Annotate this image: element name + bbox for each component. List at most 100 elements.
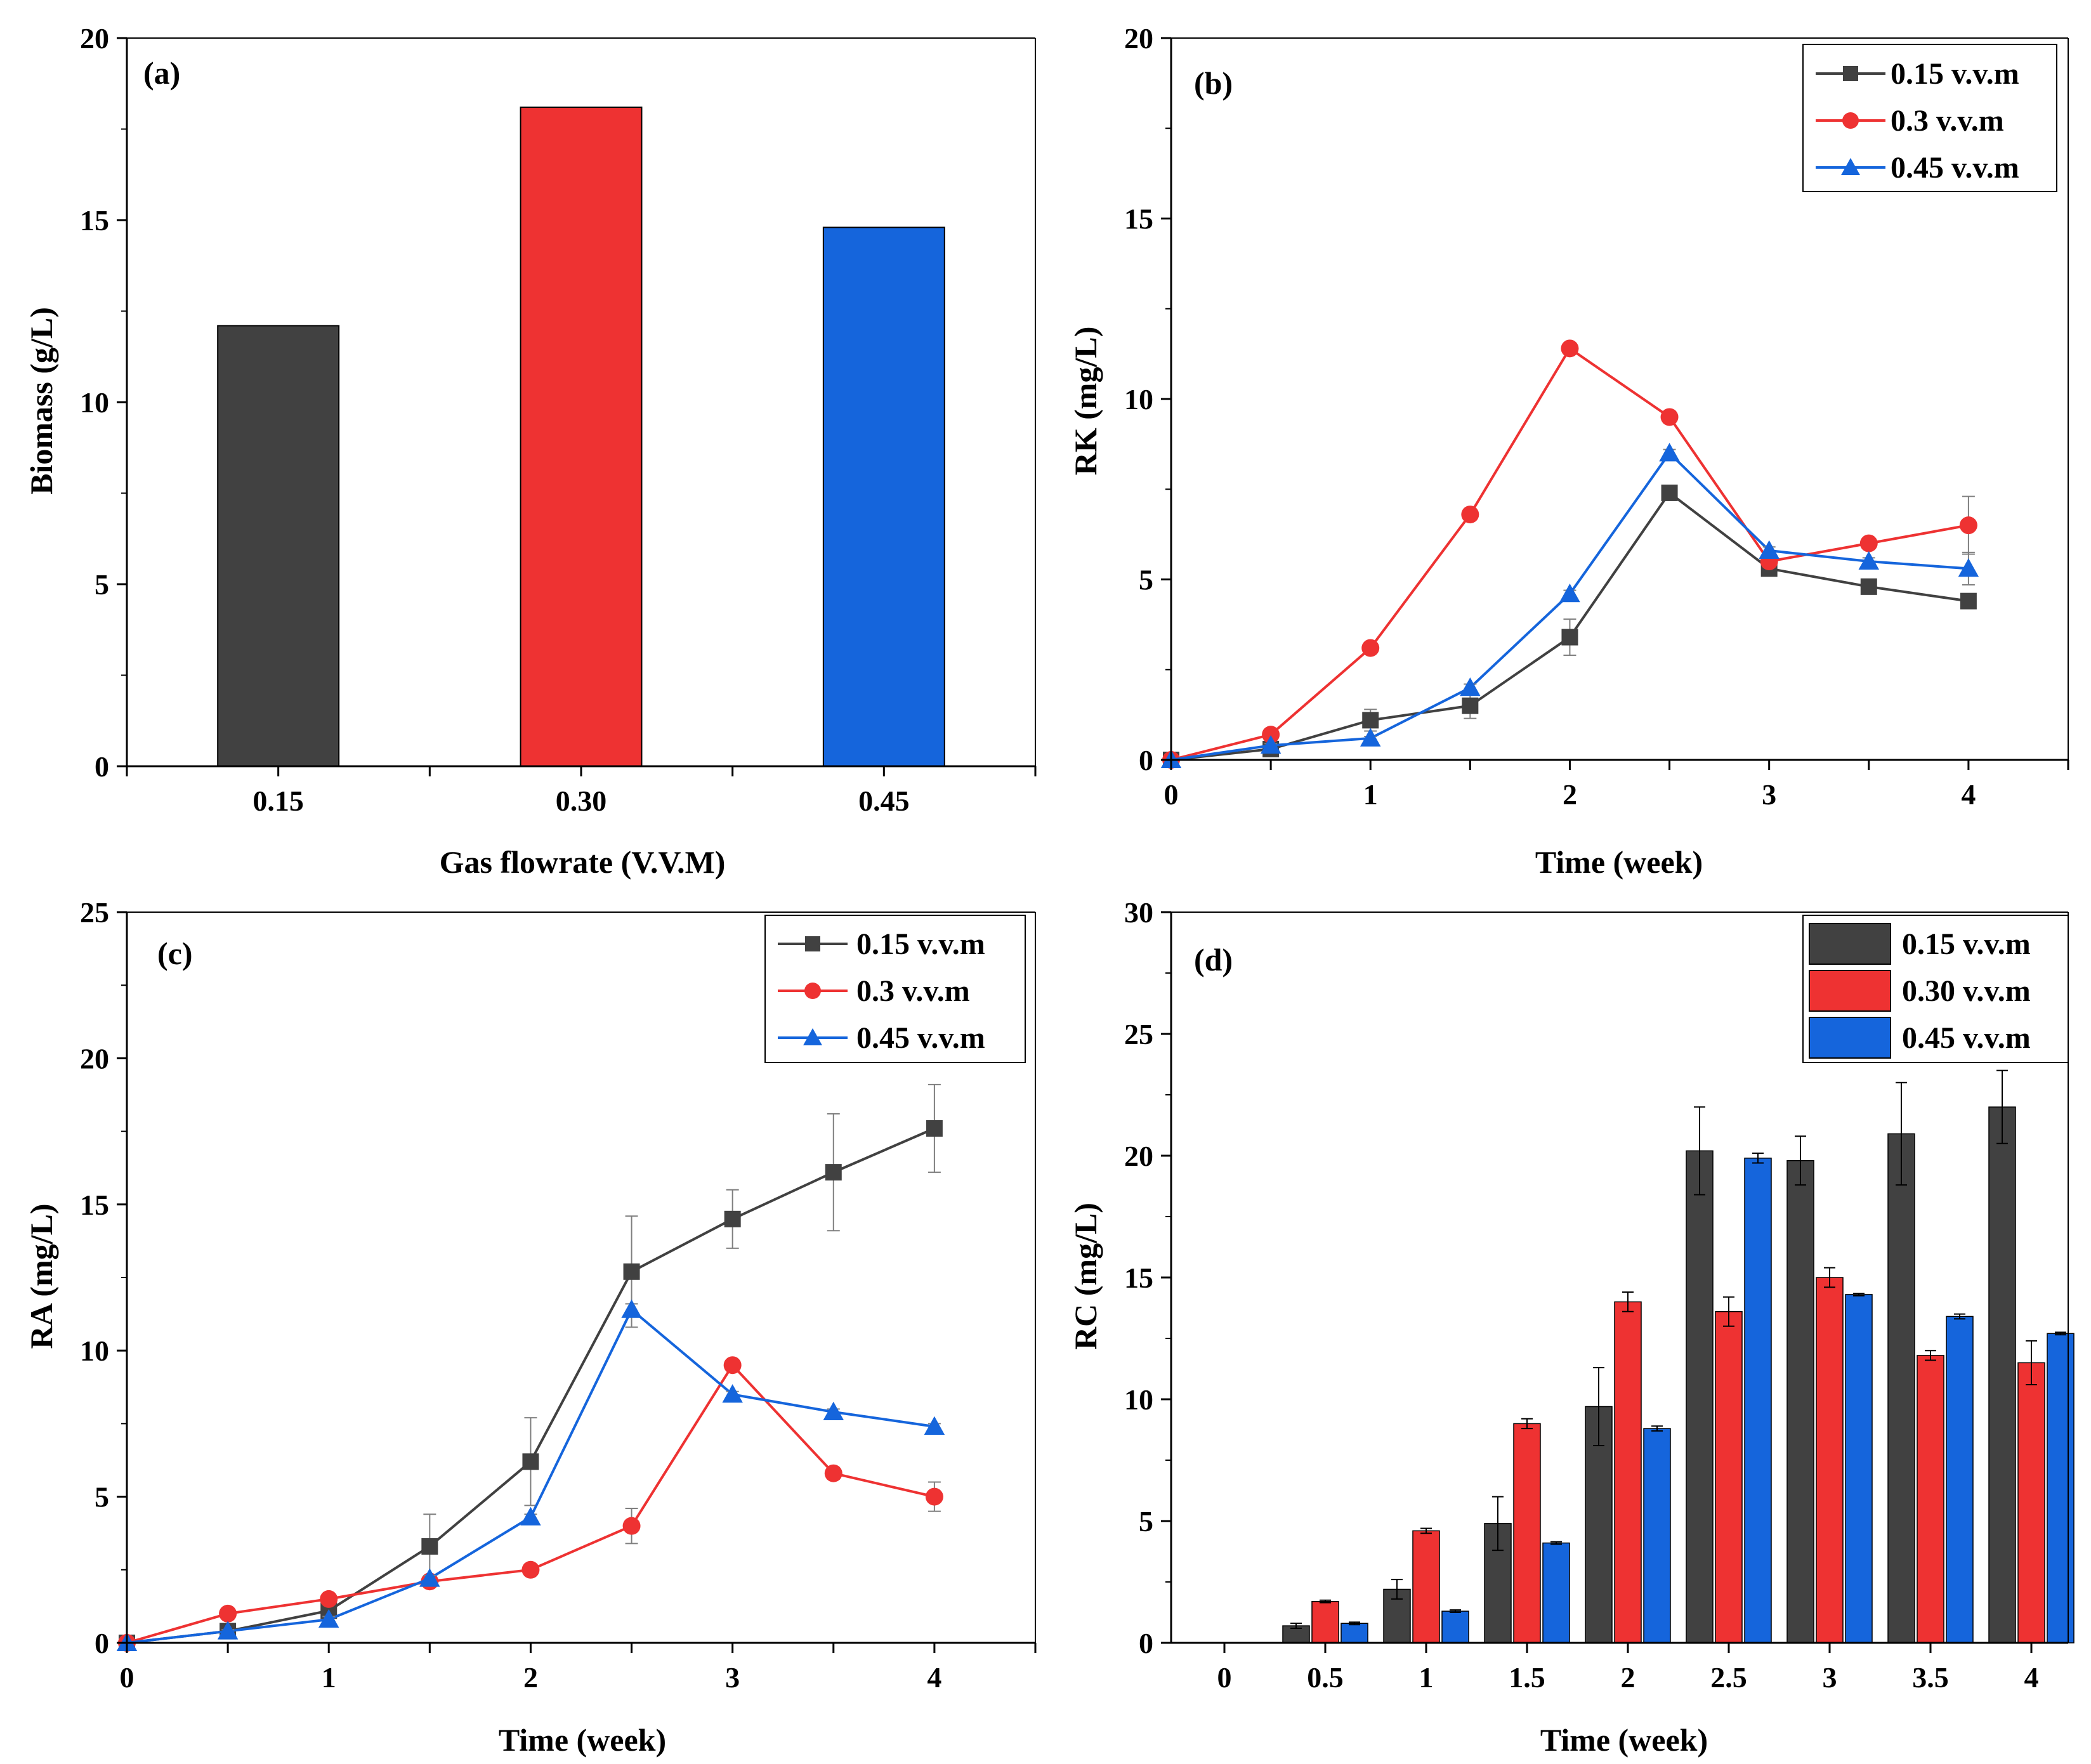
y-tick-label: 20 (80, 1042, 109, 1075)
panel-b-axes: 0 5 10 15 20 0 1 2 3 4 (1124, 22, 2069, 811)
panel-b-legend: 0.15 v.v.m 0.3 v.v.m 0.45 v.v.m (1802, 44, 2057, 192)
bar (1845, 1294, 1873, 1643)
y-tick-label: 20 (80, 22, 109, 55)
data-point-triangle (621, 1299, 642, 1318)
bar (1412, 1530, 1440, 1643)
y-tick-label: 15 (1124, 1262, 1153, 1294)
series-circle (1162, 339, 1977, 769)
y-tick-label: 15 (1124, 203, 1153, 235)
bar (1542, 1542, 1570, 1643)
x-tick-label: 0 (1164, 778, 1179, 811)
x-tick-label: 0.5 (1307, 1661, 1344, 1694)
data-point-triangle (803, 1028, 822, 1045)
y-tick-label: 25 (1124, 1018, 1153, 1050)
bar (2017, 1362, 2045, 1643)
y-tick-label: 5 (1139, 1505, 1153, 1538)
data-point-circle (1842, 112, 1859, 129)
panel-c-label: (c) (157, 936, 193, 971)
x-tick-label: 3 (1762, 778, 1776, 811)
panel-c-legend-item (778, 1028, 848, 1045)
y-tick-label: 5 (1139, 564, 1153, 596)
data-point-square (1960, 592, 1977, 610)
data-point-circle (320, 1590, 338, 1608)
bar (2047, 1333, 2075, 1643)
data-point-square (1860, 578, 1877, 595)
data-point-square (1362, 712, 1379, 729)
panel-b-x-title: Time (week) (1535, 844, 1703, 880)
y-tick-label: 10 (1124, 383, 1153, 415)
series-line (1170, 451, 1969, 761)
panel-b-y-title: RK (mg/L) (1068, 327, 1103, 476)
data-point-circle (925, 1487, 943, 1506)
data-point-square (1843, 66, 1858, 81)
y-tick-label: 10 (80, 1335, 109, 1367)
panel-d-axes: 0 5 10 15 20 25 30 0 0.5 1 1.5 2 2.5 3 3.5 4 (1124, 896, 2069, 1694)
data-point-square (805, 936, 820, 951)
panel-c-y-title: RA (mg/L) (23, 1203, 59, 1349)
y-tick-label: 25 (80, 896, 109, 929)
data-point-square (724, 1210, 741, 1227)
data-point-circle (521, 1560, 540, 1579)
data-point-triangle (217, 1621, 239, 1640)
data-point-triangle (924, 1416, 945, 1435)
panel-b-legend-label: 0.3 v.v.m (1891, 104, 2004, 138)
panel-b-legend-label: 0.45 v.v.m (1891, 151, 2019, 185)
panel-d-bars (1282, 1069, 2075, 1643)
data-point-triangle (1260, 735, 1281, 754)
panel-b-series (1160, 339, 1979, 769)
data-point-triangle (1559, 584, 1580, 603)
data-point-triangle (823, 1401, 844, 1420)
data-point-triangle (1659, 443, 1680, 462)
x-tick-label: 3.5 (1912, 1661, 1949, 1694)
data-point-circle (1959, 516, 1977, 535)
panel-b-legend-label: 0.15 v.v.m (1891, 57, 2019, 91)
data-point-triangle (1360, 728, 1381, 747)
panel-d-legend-label: 0.15 v.v.m (1902, 927, 2031, 961)
x-tick-label: 0.30 (556, 785, 607, 817)
x-tick-label: 0.15 (252, 785, 304, 817)
panel-a-bars (217, 107, 945, 768)
panel-b-legend-item (1816, 66, 1885, 81)
data-point-circle (1461, 506, 1479, 524)
bar (1686, 1150, 1714, 1643)
panel-b-rk-chart: 0 5 10 15 20 0 1 2 3 4 0.15 v.v.m 0.3 v.v.m 0.45 … (1068, 22, 2069, 880)
panel-a-y-title: Biomass (g/L) (23, 307, 59, 495)
panel-c-legend-label: 0.45 v.v.m (856, 1021, 985, 1055)
legend-swatch (1809, 1017, 1891, 1059)
data-point-circle (1561, 339, 1579, 358)
y-tick-label: 0 (95, 1627, 109, 1659)
y-tick-label: 20 (1124, 1140, 1153, 1172)
data-point-square (825, 1164, 842, 1181)
x-tick-label: 1 (1363, 778, 1378, 811)
panel-b-legend-item (1816, 158, 1885, 175)
x-tick-label: 2 (1621, 1661, 1635, 1694)
x-tick-label: 4 (1961, 778, 1976, 811)
panel-d-legend: 0.15 v.v.m 0.30 v.v.m 0.45 v.v.m (1802, 915, 2069, 1063)
panel-d-legend-item (1809, 970, 1891, 1012)
bar (1311, 1600, 1339, 1643)
x-tick-label: 2 (1563, 778, 1577, 811)
data-point-triangle (1958, 558, 1979, 577)
bar (1816, 1277, 1844, 1643)
panel-d-x-title: Time (week) (1540, 1722, 1708, 1758)
data-point-square (522, 1453, 539, 1470)
bar (1946, 1316, 1974, 1643)
panel-c-legend-label: 0.3 v.v.m (856, 974, 970, 1008)
data-point-square (926, 1120, 943, 1137)
panel-c-x-title: Time (week) (499, 1722, 666, 1758)
x-tick-label: 4 (927, 1661, 941, 1694)
legend-swatch (1809, 970, 1891, 1012)
bar (1340, 1623, 1368, 1643)
y-tick-label: 20 (1124, 22, 1153, 55)
panel-d-rc-chart: 0 5 10 15 20 25 30 0 0.5 1 1.5 2 2.5 3 3.5 4 0.15 v.v.m… (1068, 896, 2075, 1758)
bar (1744, 1158, 1772, 1643)
y-tick-label: 5 (95, 568, 109, 601)
panel-c-ra-chart: 0 5 10 15 20 25 0 1 2 3 4 0.15 v.v.m 0.3 v.v.m 0.4… (23, 896, 1037, 1758)
panel-a-label: (a) (143, 55, 180, 91)
y-tick-label: 10 (1124, 1383, 1153, 1416)
panel-a-biomass-chart: 0 5 10 15 20 0.15 0.30 0.45 (a) Gas flowrate (V… (23, 22, 1037, 880)
data-point-square (1661, 484, 1678, 501)
series-triangle (1160, 443, 1979, 768)
y-tick-label: 15 (80, 1189, 109, 1221)
